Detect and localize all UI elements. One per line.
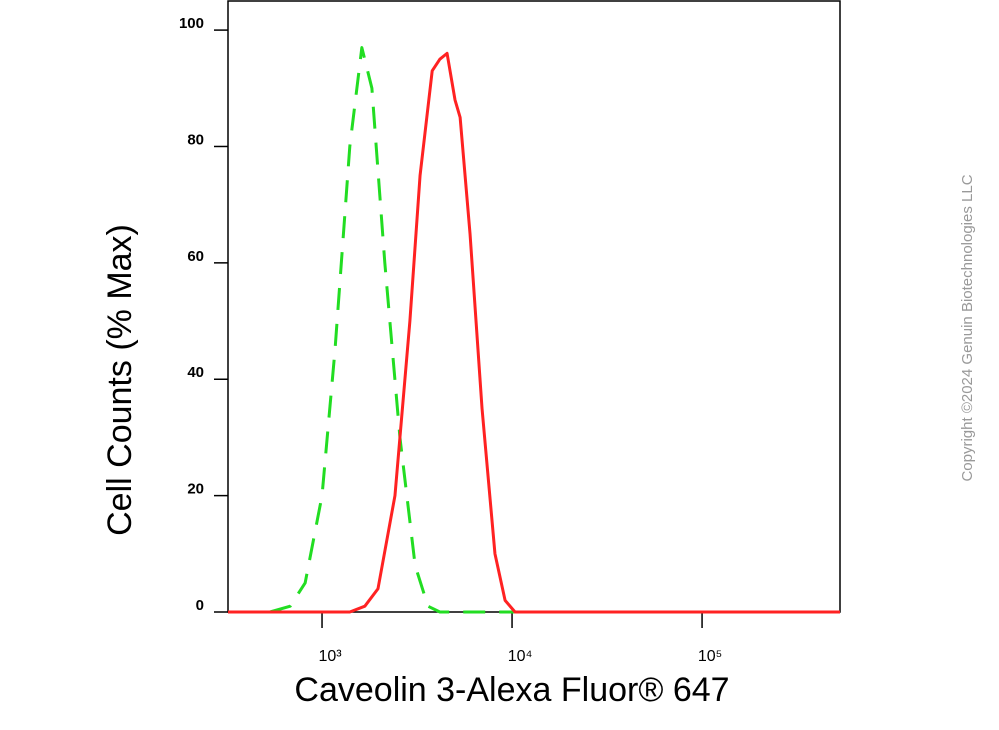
y-tick-label: 100 [179,15,204,32]
copyright: Copyright ©2024 Genuin Biotechnologies L… [959,174,976,481]
y-tick-label: 40 [187,364,204,381]
y-tick-label: 60 [187,248,204,265]
y-tick-label: 20 [187,481,204,498]
plot-frame [227,0,841,613]
x-tick-label: 10⁵ [698,648,722,665]
x-tick-label: 10⁴ [508,648,533,665]
histogram-line [228,51,840,614]
y-axis-label: Cell Counts (% Max) [101,224,139,536]
y-tick-label: 0 [196,597,204,614]
y-tick-label: 80 [187,131,204,148]
x-axis-label: Caveolin 3-Alexa Fluor® 647 [294,671,729,709]
x-tick-label: 10³ [318,648,342,665]
histogram-line [269,46,840,614]
